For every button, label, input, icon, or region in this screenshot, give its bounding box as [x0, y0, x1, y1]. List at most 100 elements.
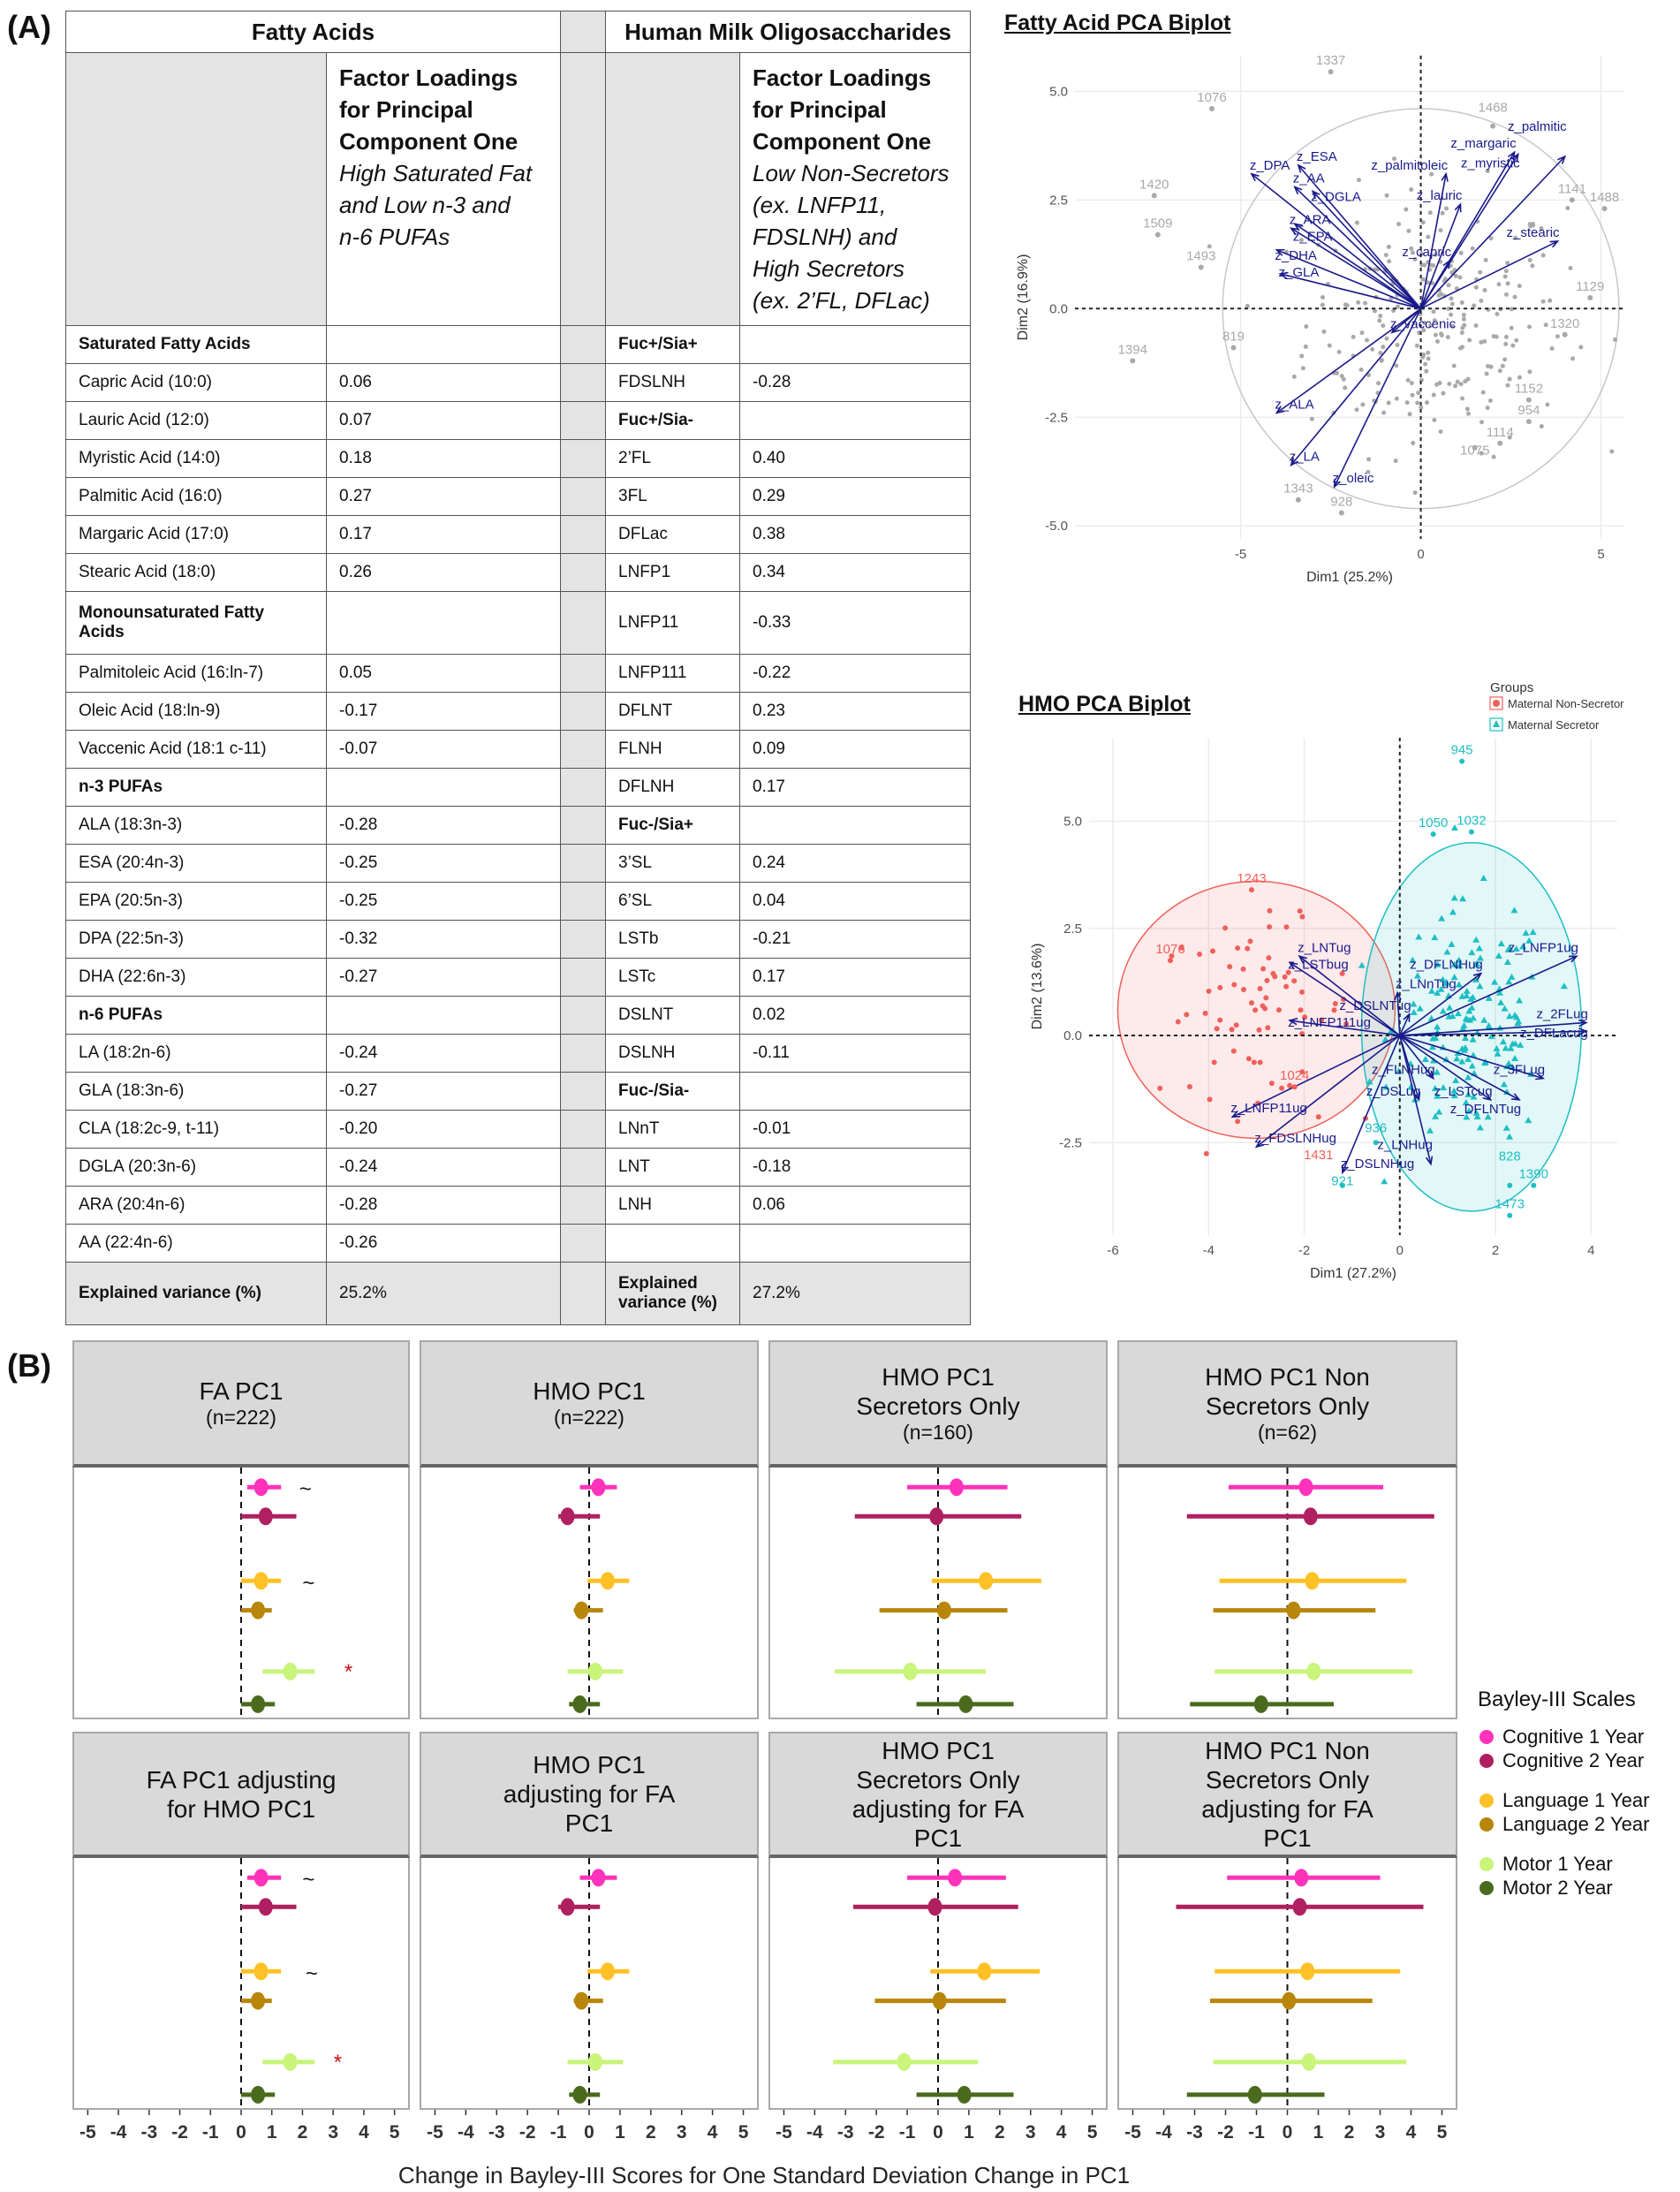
legend-swatch [1479, 1754, 1494, 1768]
data-point [1468, 949, 1476, 956]
data-point [1407, 412, 1412, 417]
subheader-bold-line: Component One [753, 128, 932, 155]
data-point [1207, 244, 1212, 249]
data-point [1503, 341, 1509, 346]
data-point [1409, 381, 1414, 386]
data-point [1331, 1007, 1337, 1013]
data-point [1249, 887, 1254, 893]
data-point [1381, 1178, 1389, 1185]
data-point [1434, 1023, 1442, 1030]
fa-loading-cell: -0.26 [326, 1224, 561, 1263]
forest-panel-title-line: adjusting for FA [1201, 1794, 1374, 1823]
hmo-name-cell: DSLNT [605, 996, 740, 1035]
data-point [1298, 1007, 1304, 1013]
subheader-bold-line: Factor Loadings [339, 64, 518, 91]
data-point [1404, 400, 1410, 406]
data-point [1260, 1003, 1266, 1009]
gap-cell [560, 654, 606, 693]
hmo-name-cell: LSTc [605, 958, 740, 997]
data-point [1241, 986, 1247, 992]
x-tick-label: 5 [1437, 2122, 1448, 2143]
legend-label: Maternal Secretor [1508, 718, 1600, 732]
data-point [1502, 1124, 1510, 1131]
table-row: ESA (20:4n-3) -0.25 3’SL 0.24 [65, 844, 972, 883]
data-point [1384, 193, 1389, 198]
fa-loading-cell: -0.28 [326, 1186, 561, 1225]
data-point [1429, 171, 1434, 177]
loading-arrow [1251, 173, 1422, 309]
data-point [1487, 398, 1493, 403]
legend-swatch [1479, 1794, 1494, 1808]
data-point [1503, 292, 1509, 297]
point-estimate [587, 2052, 602, 2071]
data-point [1230, 1048, 1237, 1054]
data-point [1394, 363, 1399, 368]
arrow-label: z_oleic [1333, 471, 1374, 486]
point-estimate [949, 1478, 964, 1497]
point-estimate [251, 1695, 266, 1713]
arrow-label: z_LNHug [1377, 1138, 1433, 1153]
fa-name-cell: Stearic Acid (18:0) [65, 553, 327, 592]
x-tick-label: 4 [359, 2122, 369, 2143]
data-point [1424, 400, 1429, 406]
data-point [1506, 1133, 1514, 1140]
arrow-label: z_3FLug [1494, 1063, 1545, 1078]
data-point [1465, 1107, 1473, 1114]
data-point [1359, 330, 1365, 336]
table-row: Monounsaturated Fatty Acids LNFP11 -0.33 [65, 591, 972, 655]
data-point [1517, 284, 1522, 289]
data-point [1463, 987, 1471, 994]
point-estimate [283, 2052, 298, 2071]
data-point [1426, 356, 1431, 361]
data-point [1525, 419, 1532, 425]
arrow-head [1394, 990, 1402, 1001]
data-point [1578, 345, 1584, 350]
subheader-italic-line: (ex. 2’FL, DFLac) [753, 287, 930, 314]
data-point [1543, 322, 1548, 328]
arrow-label: z_DSLNHug [1341, 1157, 1414, 1172]
data-point [1503, 269, 1509, 274]
arrow-head [1510, 152, 1519, 163]
forest-legend-item: Cognitive 2 Year [1479, 1750, 1644, 1771]
hmo-name-cell: LNFP111 [605, 654, 740, 693]
loading-arrow [1396, 992, 1401, 1036]
arrow-label: z_AA [1293, 171, 1325, 186]
loading-arrow [1289, 961, 1401, 1036]
hmo-subheader: Factor Loadings for Principal Component On… [738, 52, 972, 326]
forest-legend-item: Motor 1 Year [1479, 1854, 1613, 1875]
data-point [1415, 933, 1423, 940]
data-point [1432, 318, 1437, 323]
forest-panel-header: HMO PC1 Non Secretors Only (n=62) [1117, 1340, 1457, 1468]
loading-arrow [1399, 1013, 1411, 1036]
arrow-label: z_DFLNHug [1410, 958, 1483, 973]
data-point [1512, 944, 1520, 952]
data-point [1366, 457, 1372, 462]
data-point [1479, 339, 1484, 345]
point-estimate [572, 2085, 587, 2104]
forest-panel-title-line: adjusting for FA [503, 1780, 676, 1808]
data-point [1387, 1028, 1395, 1035]
point-estimate [258, 1898, 273, 1916]
data-point [1442, 978, 1450, 985]
x-tick-label: 1 [615, 2122, 625, 2143]
point-label: 1114 [1487, 425, 1514, 440]
fa-loading-cell: 0.18 [326, 439, 561, 478]
data-point [1568, 265, 1573, 270]
data-point [1410, 1009, 1418, 1016]
data-point [1497, 998, 1505, 1005]
fa-loading-cell: -0.25 [326, 882, 561, 921]
x-tick-label: -1 [1248, 2122, 1265, 2143]
arrow-head [1290, 457, 1299, 466]
data-point [1555, 334, 1560, 339]
fa-subheader: Factor Loadings for Principal Component On… [326, 52, 561, 326]
data-point [1488, 236, 1494, 241]
data-point [1448, 940, 1456, 947]
hmo-loading-cell [738, 325, 972, 364]
hmo-loading-cell: -0.33 [738, 591, 972, 655]
data-point [1468, 829, 1474, 835]
data-point [1502, 357, 1508, 362]
data-point [1510, 906, 1518, 914]
point-estimate [254, 1478, 269, 1497]
subheader-bold-line: for Principal [753, 96, 887, 123]
data-point [1464, 406, 1470, 412]
